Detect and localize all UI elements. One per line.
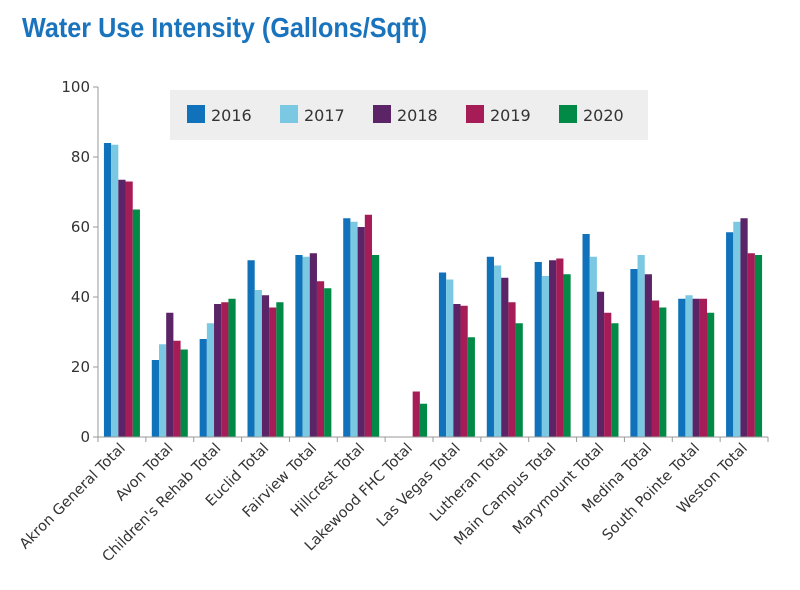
bar	[541, 276, 550, 437]
bar	[166, 312, 174, 437]
bar	[221, 302, 229, 437]
x-category-label: Akron General Total	[17, 441, 129, 553]
legend-swatch	[280, 105, 298, 123]
bar	[493, 265, 502, 437]
bar	[254, 290, 262, 437]
y-tick-label: 60	[71, 218, 90, 236]
bar	[611, 323, 619, 437]
bars	[103, 143, 763, 437]
y-tick-label: 40	[71, 288, 90, 306]
legend-label: 2019	[490, 106, 531, 125]
chart-title: Water Use Intensity (Gallons/Sqft)	[22, 12, 428, 43]
legend-label: 2018	[397, 106, 438, 125]
bar	[302, 256, 310, 437]
bar	[740, 218, 748, 437]
bar	[324, 288, 332, 437]
bar	[118, 179, 126, 437]
bar	[111, 144, 119, 437]
legend: 2016 2017 2018 2019 2020	[170, 90, 648, 140]
bar	[419, 403, 428, 437]
x-category-label: Las Vegas Total	[374, 441, 464, 531]
y-tick-label: 100	[61, 78, 90, 96]
bar	[309, 253, 317, 437]
bar	[637, 255, 645, 437]
bar	[754, 255, 763, 437]
bar	[158, 344, 167, 437]
bar	[563, 274, 571, 437]
bar	[486, 256, 494, 437]
bar	[151, 360, 159, 437]
bar	[343, 218, 351, 437]
bar	[651, 300, 660, 437]
x-category-label: Marymount Total	[510, 441, 607, 538]
y-ticks: 0 20 40 60 80 100	[61, 78, 98, 446]
bar	[214, 304, 222, 437]
bar	[350, 221, 358, 437]
bar	[132, 209, 140, 437]
bar	[412, 391, 420, 437]
bar	[357, 227, 365, 437]
bar	[515, 323, 523, 437]
bar	[199, 339, 207, 437]
bar	[644, 274, 652, 437]
bar	[534, 262, 542, 437]
bar	[604, 312, 612, 437]
bar	[582, 234, 590, 437]
bar	[589, 256, 597, 437]
bar	[453, 304, 461, 437]
bar	[556, 258, 564, 437]
bar	[508, 302, 516, 437]
bar	[261, 295, 270, 437]
bar	[467, 337, 475, 437]
bar	[549, 260, 557, 437]
bar	[685, 295, 693, 437]
bar	[692, 298, 700, 437]
legend-swatch	[187, 105, 205, 123]
bar	[269, 307, 277, 437]
bar	[180, 349, 188, 437]
bar	[501, 277, 509, 437]
bar	[707, 312, 715, 437]
legend-label: 2017	[304, 106, 345, 125]
bar	[596, 291, 605, 437]
bar	[364, 214, 373, 437]
legend-label: 2016	[211, 106, 252, 125]
legend-label: 2020	[583, 106, 624, 125]
bar	[103, 143, 112, 437]
legend-swatch	[466, 105, 484, 123]
bar	[446, 279, 454, 437]
y-tick-label: 0	[80, 428, 90, 446]
bar	[206, 323, 215, 437]
bar	[316, 281, 325, 437]
bar	[747, 253, 755, 437]
bar	[295, 255, 303, 437]
bar	[699, 298, 708, 437]
legend-swatch	[373, 105, 391, 123]
bar	[630, 269, 638, 437]
y-tick-label: 20	[71, 358, 90, 376]
bar	[438, 272, 447, 437]
y-tick-label: 80	[71, 148, 90, 166]
bar	[460, 305, 468, 437]
bar	[276, 302, 284, 437]
bar	[228, 298, 236, 437]
bar	[372, 255, 380, 437]
bar	[659, 307, 667, 437]
legend-swatch	[559, 105, 577, 123]
bar	[173, 340, 181, 437]
bar	[733, 221, 741, 437]
bar	[678, 298, 686, 437]
bar	[125, 181, 133, 437]
bar	[247, 260, 255, 437]
bar	[726, 232, 734, 437]
